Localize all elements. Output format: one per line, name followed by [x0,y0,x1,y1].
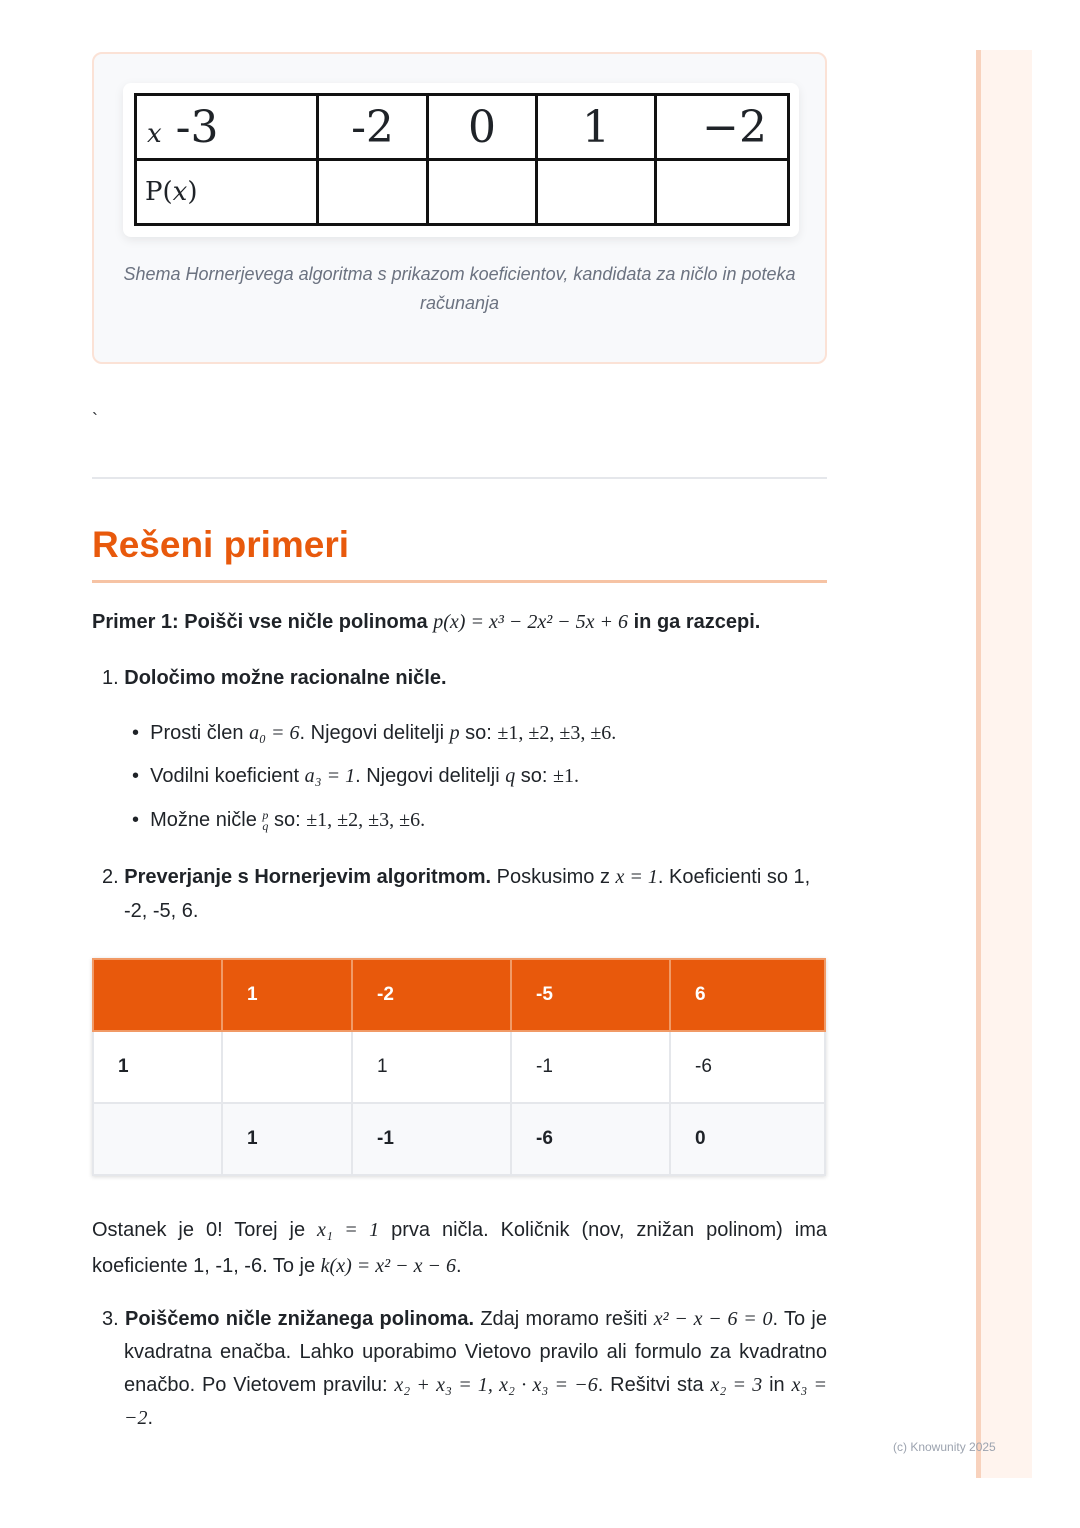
figure-caption: Shema Hornerjevega algoritma s prikazom … [123,264,796,313]
table-row: 1 1 -1 -6 [92,1030,826,1104]
table-cell: P(x) [134,158,319,226]
table-header-row: 1 -2 -5 6 [92,958,826,1032]
step-2: 2. Preverjanje s Hornerjevim algoritmom.… [102,866,811,922]
divider [92,477,827,479]
header-cell [92,958,223,1032]
figure: x -3 -2 0 1 −2 P(x) Shema Hornerjevega a… [92,52,827,364]
table-cell: -6 [510,1102,671,1176]
heading-underline [92,580,827,583]
table-cell: 1 [535,93,657,161]
step-3: 3. Poiščemo ničle znižanega polinoma. Zd… [102,1308,828,1429]
horner-table: 1 -2 -5 6 1 1 -1 -6 1 -1 -6 0 [92,958,826,1176]
bullet-item: • Vodilni koeficient a₃ = 1. Njegovi del… [132,765,579,787]
header-cell: -5 [510,958,671,1032]
table-row: 1 -1 -6 0 [92,1102,826,1176]
bullet-item: • Prosti člen a₀ = 6. Njegovi delitelji … [132,722,617,744]
step-1: 1. Določimo možne racionalne ničle. [102,667,447,689]
table-cell [535,158,657,226]
table-cell: -1 [510,1030,671,1104]
table-cell [654,158,790,226]
result-paragraph: Ostanek je 0! Torej je x₁ = 1 prva ničla… [92,1219,827,1277]
example-title: Primer 1: Poišči vse ničle polinoma p(x)… [92,611,761,633]
table-cell: -1 [351,1102,512,1176]
table-cell: −2 [654,93,790,161]
table-cell [221,1030,353,1104]
stray-character: ` [92,410,98,430]
copyright: (c) Knowunity 2025 [893,1440,996,1454]
table-cell: 0 [669,1102,826,1176]
table-cell: 1 [351,1030,512,1104]
header-cell: 1 [221,958,353,1032]
table-cell: x -3 [134,93,319,161]
header-cell: -2 [351,958,512,1032]
section-heading: Rešeni primeri [92,524,350,565]
table-cell [92,1102,223,1176]
table-cell [426,158,538,226]
table-cell [316,158,429,226]
table-cell: -2 [316,93,429,161]
value-table: x -3 -2 0 1 −2 P(x) [134,93,790,226]
table-cell: 0 [426,93,538,161]
table-cell: 1 [92,1030,223,1104]
table-cell: 1 [221,1102,353,1176]
header-cell: 6 [669,958,826,1032]
figure-image: x -3 -2 0 1 −2 P(x) [123,83,799,237]
table-cell: -6 [669,1030,826,1104]
page-side-strip [976,50,1032,1478]
